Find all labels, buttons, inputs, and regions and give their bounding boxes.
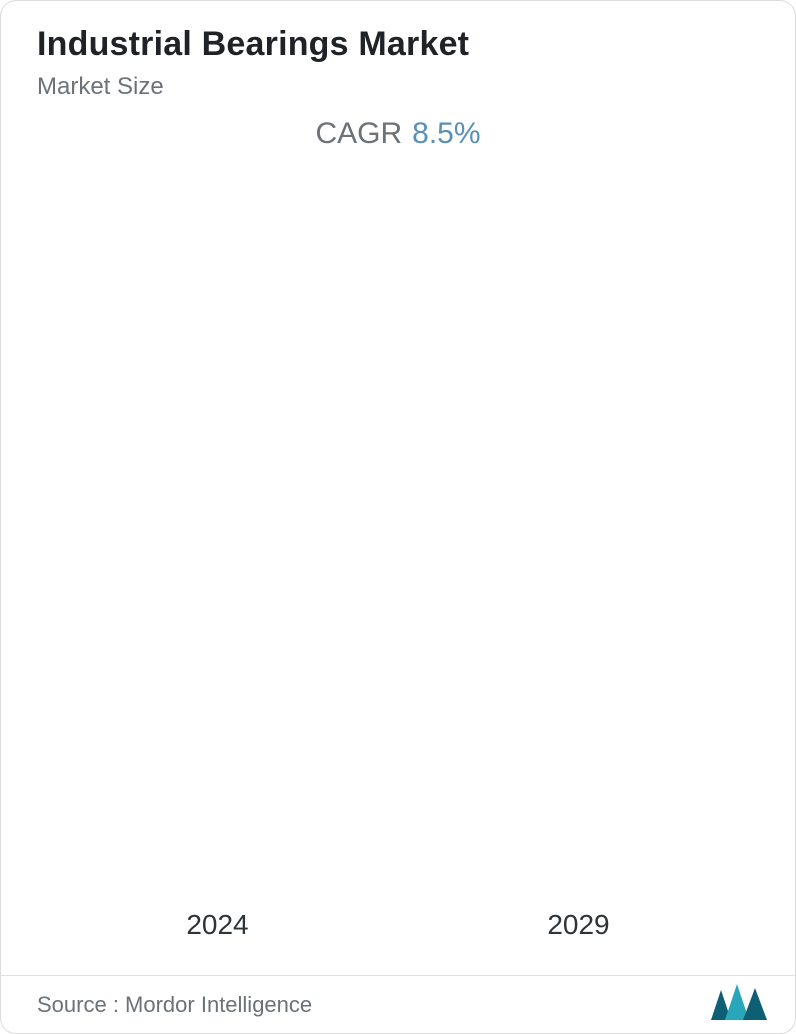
source-text: Source : Mordor Intelligence bbox=[37, 992, 312, 1018]
chart-subtitle: Market Size bbox=[37, 73, 164, 101]
cagr-value: 8.5% bbox=[412, 117, 480, 150]
chart-title: Industrial Bearings Market bbox=[37, 25, 469, 64]
chart-plot-area bbox=[37, 181, 759, 893]
mordor-logo-icon bbox=[711, 984, 767, 1025]
chart-card: Industrial Bearings Market Market Size C… bbox=[0, 0, 796, 1034]
cagr-row: CAGR 8.5% bbox=[1, 117, 795, 151]
x-axis-labels: 2024 2029 bbox=[37, 909, 759, 941]
cagr-label: CAGR bbox=[315, 117, 402, 150]
chart-footer: Source : Mordor Intelligence bbox=[1, 975, 795, 1033]
x-axis-label: 2029 bbox=[416, 909, 741, 941]
x-axis-label: 2024 bbox=[55, 909, 380, 941]
